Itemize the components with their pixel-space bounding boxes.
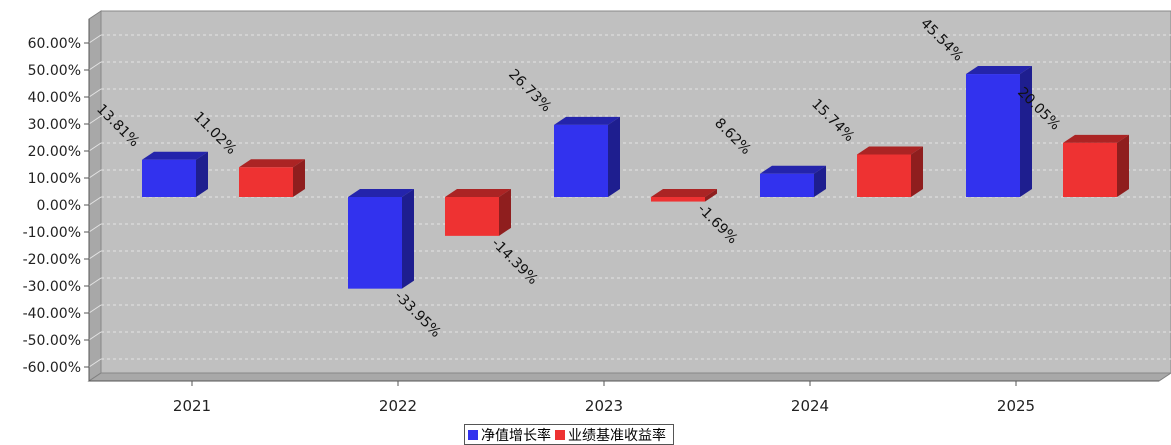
bar-top-face — [651, 189, 717, 197]
bar-top-face — [857, 146, 923, 155]
gridline-side — [88, 196, 102, 206]
bar-top-face — [239, 159, 305, 168]
bar-top-face — [142, 151, 208, 160]
y-tick-label: -60.00% — [23, 360, 81, 376]
plot-floor — [87, 372, 1171, 382]
gridline-side — [88, 250, 102, 260]
bar-top-face — [348, 189, 414, 197]
bar — [554, 124, 608, 197]
bar-side-face — [911, 146, 923, 197]
legend-swatch-nav-growth — [468, 429, 478, 440]
legend-item-nav-growth: 净值增长率 — [468, 425, 551, 445]
x-tick-label: 2021 — [173, 397, 211, 415]
legend-label-benchmark: 业绩基准收益率 — [568, 427, 666, 444]
y-tick-label: -10.00% — [23, 225, 81, 241]
legend-label-nav-growth: 净值增长率 — [481, 427, 551, 444]
gridline-side — [88, 223, 102, 233]
x-tick-label: 2023 — [585, 397, 623, 415]
y-tick-label: -20.00% — [23, 252, 81, 268]
gridline-side — [88, 169, 102, 179]
bar-top-face — [966, 66, 1032, 75]
x-tick-label: 2025 — [997, 397, 1035, 415]
bar — [857, 154, 911, 197]
bar-side-face — [196, 151, 208, 197]
y-tick-label: -30.00% — [23, 279, 81, 295]
y-tick-label: 20.00% — [28, 144, 81, 160]
bar — [760, 173, 814, 197]
y-tick-label: 40.00% — [28, 90, 81, 106]
bar — [1063, 142, 1117, 197]
gridline-side — [88, 61, 102, 71]
gridline-side — [88, 304, 102, 314]
bar-side-face — [1117, 134, 1129, 197]
y-tick-label: -40.00% — [23, 306, 81, 322]
bar-side-face — [293, 159, 305, 197]
bar-side-face — [705, 189, 717, 202]
y-tick-label: 60.00% — [28, 36, 81, 52]
bar — [445, 197, 499, 236]
bar — [651, 197, 705, 202]
legend-swatch-benchmark — [555, 429, 565, 440]
bar-top-face — [760, 165, 826, 174]
bar-side-face — [499, 189, 511, 236]
bar-top-face — [1063, 134, 1129, 143]
bar-side-face — [814, 165, 826, 197]
bar — [348, 197, 402, 289]
gridline-side — [88, 34, 102, 44]
gridline-side — [88, 142, 102, 152]
bar-top-face — [554, 116, 620, 125]
x-tick-label: 2022 — [379, 397, 417, 415]
y-tick-label: -50.00% — [23, 333, 81, 349]
bar-side-face — [608, 116, 620, 197]
bar — [142, 159, 196, 197]
y-tick-label: 10.00% — [28, 171, 81, 187]
bar — [239, 167, 293, 197]
bar-side-face — [402, 189, 414, 289]
gridline-side — [88, 358, 102, 368]
gridline-side — [88, 277, 102, 287]
gridline-side — [88, 331, 102, 341]
bar-side-face — [1020, 66, 1032, 198]
y-tick-label: 50.00% — [28, 63, 81, 79]
bar — [966, 74, 1020, 197]
legend-item-benchmark: 业绩基准收益率 — [555, 425, 666, 445]
bar-top-face — [445, 189, 511, 197]
gridline-side — [88, 115, 102, 125]
x-tick-label: 2024 — [791, 397, 829, 415]
y-tick-label: 0.00% — [37, 198, 81, 214]
y-tick-label: 30.00% — [28, 117, 81, 133]
gridline-side — [88, 88, 102, 98]
chart-legend: 净值增长率 业绩基准收益率 — [464, 424, 674, 445]
